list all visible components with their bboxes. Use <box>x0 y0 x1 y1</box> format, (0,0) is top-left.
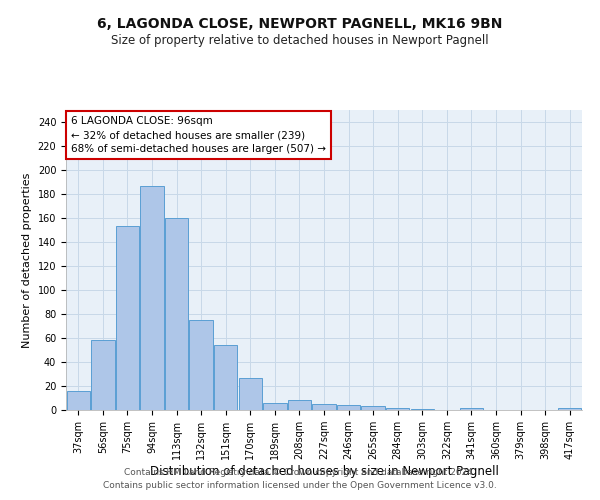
Bar <box>67 391 90 410</box>
Bar <box>386 408 409 410</box>
Bar <box>313 404 335 410</box>
Bar <box>361 406 385 410</box>
Bar <box>460 408 483 410</box>
Text: 6 LAGONDA CLOSE: 96sqm
← 32% of detached houses are smaller (239)
68% of semi-de: 6 LAGONDA CLOSE: 96sqm ← 32% of detached… <box>71 116 326 154</box>
Y-axis label: Number of detached properties: Number of detached properties <box>22 172 32 348</box>
Text: Contains HM Land Registry data © Crown copyright and database right 2024.
Contai: Contains HM Land Registry data © Crown c… <box>103 468 497 490</box>
Bar <box>239 378 262 410</box>
Bar <box>558 408 581 410</box>
X-axis label: Distribution of detached houses by size in Newport Pagnell: Distribution of detached houses by size … <box>149 465 499 478</box>
Bar <box>288 400 311 410</box>
Bar <box>165 218 188 410</box>
Bar <box>140 186 164 410</box>
Bar <box>263 403 287 410</box>
Bar <box>214 345 238 410</box>
Bar <box>337 405 360 410</box>
Bar <box>410 409 434 410</box>
Bar <box>190 320 213 410</box>
Text: Size of property relative to detached houses in Newport Pagnell: Size of property relative to detached ho… <box>111 34 489 47</box>
Bar <box>116 226 139 410</box>
Bar <box>91 340 115 410</box>
Text: 6, LAGONDA CLOSE, NEWPORT PAGNELL, MK16 9BN: 6, LAGONDA CLOSE, NEWPORT PAGNELL, MK16 … <box>97 18 503 32</box>
